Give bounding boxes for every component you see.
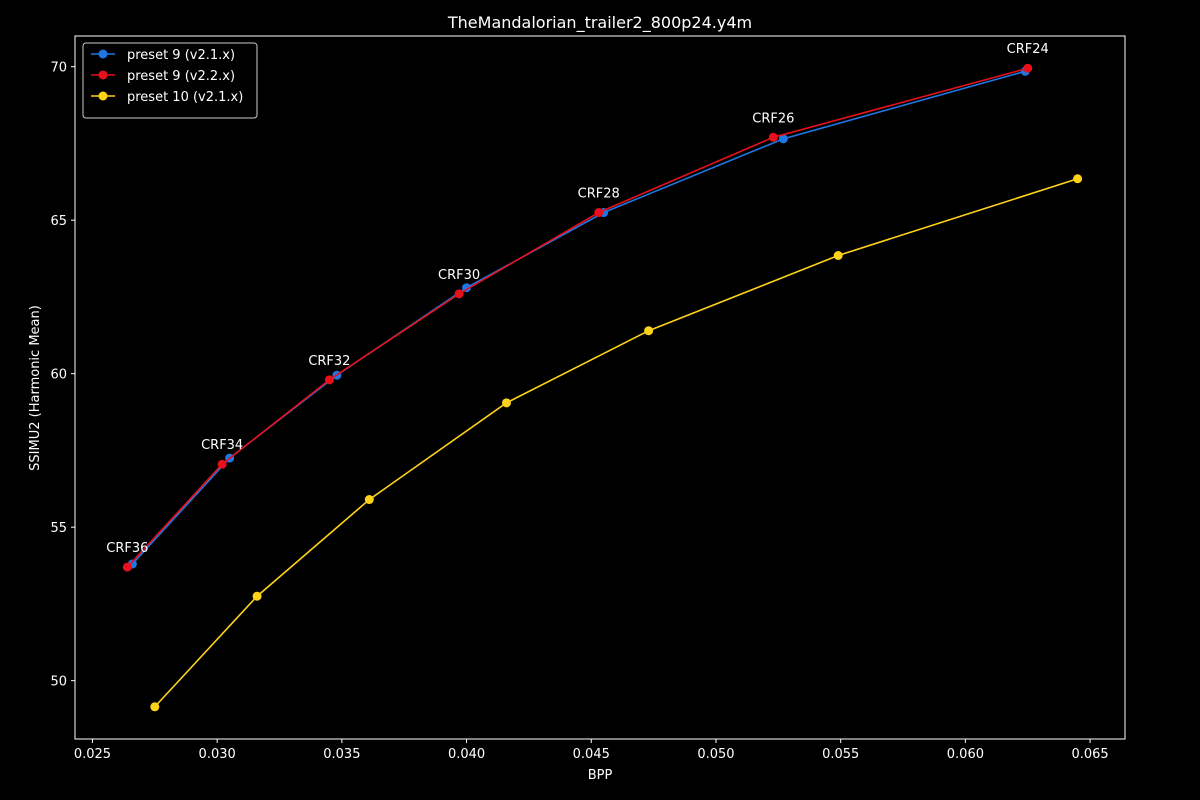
data-point: [454, 289, 464, 299]
plot-frame: [74, 35, 1126, 740]
chart-title: TheMandalorian_trailer2_800p24.y4m: [447, 13, 752, 33]
data-point: [1073, 174, 1083, 184]
y-tick-label: 60: [50, 368, 67, 383]
legend-label: preset 9 (v2.1.x): [127, 48, 235, 63]
data-point: [833, 250, 843, 260]
data-point: [778, 134, 788, 144]
crf-annotation: CRF32: [308, 354, 350, 369]
x-axis-label: BPP: [588, 768, 613, 783]
crf-annotations: CRF36 CRF34 CRF32 CRF30 CRF28 CRF26 CRF24: [106, 42, 1048, 556]
data-point: [324, 375, 334, 385]
data-point: [1023, 63, 1033, 73]
plot-series: [122, 63, 1083, 712]
data-point: [594, 208, 604, 218]
legend-label: preset 10 (v2.1.x): [127, 90, 243, 105]
x-tick-label: 0.065: [1071, 747, 1108, 762]
series-2: [122, 63, 1033, 572]
crf-annotation: CRF36: [106, 541, 148, 556]
y-tick-label: 50: [50, 675, 67, 690]
x-tick-label: 0.025: [74, 747, 111, 762]
crf-annotation: CRF34: [201, 438, 243, 453]
legend-box: [82, 42, 258, 119]
x-tick-label: 0.050: [697, 747, 734, 762]
crf-annotation: CRF26: [752, 111, 794, 126]
y-axis-label: SSIMU2 (Harmonic Mean): [28, 305, 43, 471]
data-point: [644, 326, 654, 336]
data-point: [252, 591, 262, 601]
y-tick-label: 70: [50, 61, 67, 76]
data-point: [364, 495, 374, 505]
legend-entry: preset 9 (v2.2.x): [91, 69, 235, 84]
series-3: [150, 174, 1083, 712]
legend-label: preset 9 (v2.2.x): [127, 69, 235, 84]
data-point: [217, 459, 227, 469]
y-tick-label: 55: [50, 521, 67, 536]
legend-marker: [98, 49, 108, 59]
axes: 0.025 0.030 0.035 0.040 0.045 0.050 0.055 0.060…: [50, 35, 1126, 762]
crf-annotation: CRF30: [438, 268, 480, 283]
x-tick-label: 0.055: [822, 747, 859, 762]
x-tick-label: 0.045: [573, 747, 610, 762]
crf-annotation: CRF28: [578, 187, 620, 202]
x-tick-label: 0.030: [199, 747, 236, 762]
legend-entry: preset 9 (v2.1.x): [91, 48, 235, 63]
data-point: [501, 398, 511, 408]
legend-entry: preset 10 (v2.1.x): [91, 90, 243, 105]
data-point: [768, 132, 778, 142]
legend-marker: [98, 91, 108, 101]
y-tick-label: 65: [50, 214, 67, 229]
legend-marker: [98, 70, 108, 80]
legend: preset 9 (v2.1.x) preset 9 (v2.2.x) preset…: [82, 42, 258, 119]
data-point: [122, 562, 132, 572]
data-point: [150, 702, 160, 712]
x-tick-label: 0.040: [448, 747, 485, 762]
crf-annotation: CRF24: [1007, 42, 1049, 57]
x-tick-label: 0.060: [947, 747, 984, 762]
x-tick-label: 0.035: [323, 747, 360, 762]
